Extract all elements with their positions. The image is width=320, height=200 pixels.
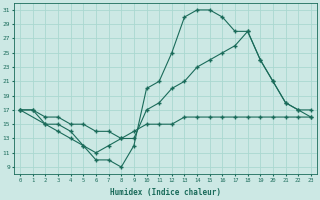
- X-axis label: Humidex (Indice chaleur): Humidex (Indice chaleur): [110, 188, 221, 197]
